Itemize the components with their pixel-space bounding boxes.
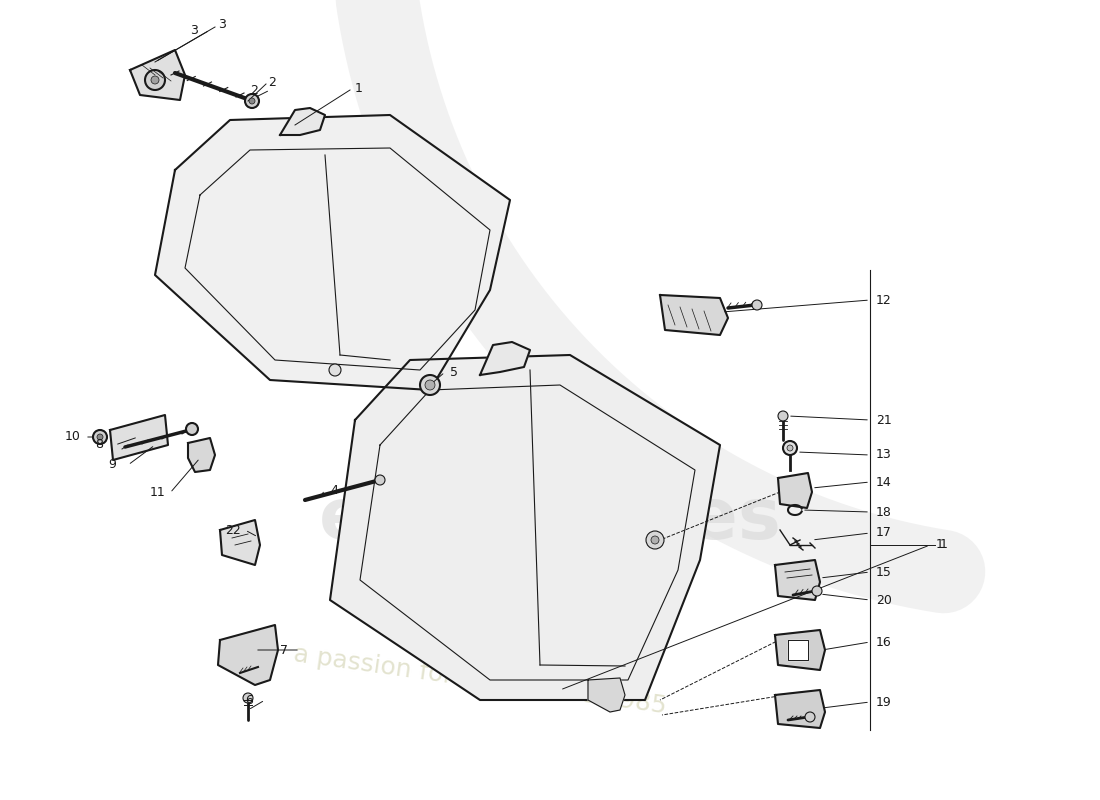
Text: 19: 19 xyxy=(876,695,892,709)
Circle shape xyxy=(425,380,435,390)
Text: 22: 22 xyxy=(226,523,241,537)
Polygon shape xyxy=(130,50,185,100)
Circle shape xyxy=(646,531,664,549)
Circle shape xyxy=(94,430,107,444)
Polygon shape xyxy=(788,640,808,660)
Text: a passion for Parts since 1985: a passion for Parts since 1985 xyxy=(292,642,668,718)
Text: europeares: europeares xyxy=(319,486,781,554)
Circle shape xyxy=(752,300,762,310)
Text: 2: 2 xyxy=(268,77,276,90)
Circle shape xyxy=(651,536,659,544)
Circle shape xyxy=(812,586,822,596)
Circle shape xyxy=(145,70,165,90)
Polygon shape xyxy=(110,415,168,460)
Text: 4: 4 xyxy=(330,483,338,497)
Circle shape xyxy=(151,76,160,84)
Text: 16: 16 xyxy=(876,635,892,649)
Text: 15: 15 xyxy=(876,566,892,578)
Circle shape xyxy=(329,364,341,376)
Text: 5: 5 xyxy=(450,366,458,378)
Polygon shape xyxy=(218,625,278,685)
Circle shape xyxy=(249,98,255,104)
Circle shape xyxy=(783,441,798,455)
Text: 6: 6 xyxy=(245,694,253,706)
Circle shape xyxy=(97,434,103,440)
Polygon shape xyxy=(188,438,214,472)
Polygon shape xyxy=(776,690,825,728)
Text: 20: 20 xyxy=(876,594,892,606)
Text: 7: 7 xyxy=(280,643,288,657)
Text: 18: 18 xyxy=(876,506,892,518)
Circle shape xyxy=(786,445,793,451)
Circle shape xyxy=(243,693,253,703)
Polygon shape xyxy=(588,678,625,712)
Text: 1: 1 xyxy=(936,538,944,551)
Text: 12: 12 xyxy=(876,294,892,306)
Circle shape xyxy=(778,411,788,421)
Text: 8: 8 xyxy=(95,438,103,451)
Polygon shape xyxy=(155,115,510,390)
Circle shape xyxy=(420,375,440,395)
Circle shape xyxy=(375,475,385,485)
Polygon shape xyxy=(330,355,720,700)
Text: 17: 17 xyxy=(876,526,892,539)
Polygon shape xyxy=(776,560,820,600)
Circle shape xyxy=(245,94,258,108)
Text: 21: 21 xyxy=(876,414,892,426)
Polygon shape xyxy=(280,108,324,135)
Text: 10: 10 xyxy=(65,430,81,443)
Circle shape xyxy=(805,712,815,722)
Circle shape xyxy=(186,423,198,435)
Text: 13: 13 xyxy=(876,449,892,462)
Text: 14: 14 xyxy=(876,475,892,489)
Text: 1: 1 xyxy=(355,82,363,94)
Text: 2: 2 xyxy=(250,83,257,97)
Text: 11: 11 xyxy=(150,486,166,499)
Polygon shape xyxy=(776,630,825,670)
Polygon shape xyxy=(660,295,728,335)
Text: 9: 9 xyxy=(108,458,115,471)
Polygon shape xyxy=(778,473,812,508)
Text: 3: 3 xyxy=(218,18,226,30)
Polygon shape xyxy=(220,520,260,565)
Text: 1: 1 xyxy=(940,538,948,551)
Polygon shape xyxy=(480,342,530,375)
Text: 3: 3 xyxy=(190,23,198,37)
